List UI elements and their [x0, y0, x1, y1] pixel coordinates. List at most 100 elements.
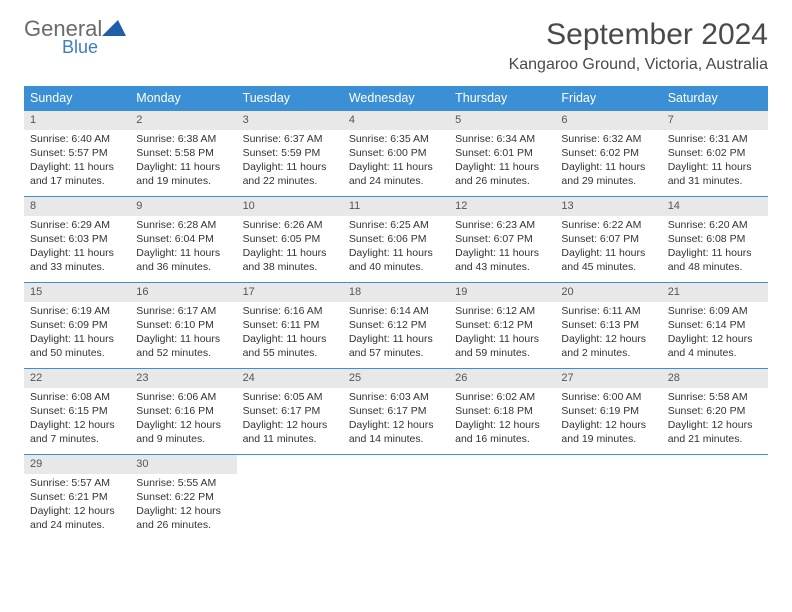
logo-text: General Blue — [24, 18, 126, 56]
weekday-header: Tuesday — [237, 86, 343, 111]
day-cell: 3Sunrise: 6:37 AMSunset: 5:59 PMDaylight… — [237, 111, 343, 197]
day-number: 9 — [130, 197, 236, 216]
day-number: 24 — [237, 369, 343, 388]
day-number: 25 — [343, 369, 449, 388]
empty-cell — [555, 455, 661, 541]
day-cell: 15Sunrise: 6:19 AMSunset: 6:09 PMDayligh… — [24, 283, 130, 369]
empty-cell — [449, 455, 555, 541]
day-details: Sunrise: 6:20 AMSunset: 6:08 PMDaylight:… — [662, 216, 768, 279]
calendar-body: 1Sunrise: 6:40 AMSunset: 5:57 PMDaylight… — [24, 111, 768, 541]
day-cell: 2Sunrise: 6:38 AMSunset: 5:58 PMDaylight… — [130, 111, 236, 197]
day-details: Sunrise: 5:55 AMSunset: 6:22 PMDaylight:… — [130, 474, 236, 537]
day-cell: 25Sunrise: 6:03 AMSunset: 6:17 PMDayligh… — [343, 369, 449, 455]
weekday-header: Sunday — [24, 86, 130, 111]
day-cell: 16Sunrise: 6:17 AMSunset: 6:10 PMDayligh… — [130, 283, 236, 369]
day-details: Sunrise: 6:34 AMSunset: 6:01 PMDaylight:… — [449, 130, 555, 193]
day-details: Sunrise: 6:00 AMSunset: 6:19 PMDaylight:… — [555, 388, 661, 451]
day-details: Sunrise: 6:37 AMSunset: 5:59 PMDaylight:… — [237, 130, 343, 193]
day-details: Sunrise: 6:06 AMSunset: 6:16 PMDaylight:… — [130, 388, 236, 451]
day-details: Sunrise: 6:38 AMSunset: 5:58 PMDaylight:… — [130, 130, 236, 193]
logo-triangle-icon — [102, 20, 126, 36]
day-details: Sunrise: 6:17 AMSunset: 6:10 PMDaylight:… — [130, 302, 236, 365]
day-cell: 24Sunrise: 6:05 AMSunset: 6:17 PMDayligh… — [237, 369, 343, 455]
day-cell: 29Sunrise: 5:57 AMSunset: 6:21 PMDayligh… — [24, 455, 130, 541]
day-details: Sunrise: 6:29 AMSunset: 6:03 PMDaylight:… — [24, 216, 130, 279]
day-details: Sunrise: 6:09 AMSunset: 6:14 PMDaylight:… — [662, 302, 768, 365]
day-number: 30 — [130, 455, 236, 474]
day-cell: 1Sunrise: 6:40 AMSunset: 5:57 PMDaylight… — [24, 111, 130, 197]
calendar-table: Sunday Monday Tuesday Wednesday Thursday… — [24, 86, 768, 541]
day-cell: 11Sunrise: 6:25 AMSunset: 6:06 PMDayligh… — [343, 197, 449, 283]
weekday-header: Saturday — [662, 86, 768, 111]
weekday-header: Wednesday — [343, 86, 449, 111]
day-details: Sunrise: 6:03 AMSunset: 6:17 PMDaylight:… — [343, 388, 449, 451]
day-cell: 12Sunrise: 6:23 AMSunset: 6:07 PMDayligh… — [449, 197, 555, 283]
logo: General Blue — [24, 18, 126, 56]
day-number: 8 — [24, 197, 130, 216]
day-number: 29 — [24, 455, 130, 474]
day-cell: 14Sunrise: 6:20 AMSunset: 6:08 PMDayligh… — [662, 197, 768, 283]
day-number: 4 — [343, 111, 449, 130]
page-title: September 2024 — [509, 18, 768, 52]
day-number: 19 — [449, 283, 555, 302]
day-cell: 10Sunrise: 6:26 AMSunset: 6:05 PMDayligh… — [237, 197, 343, 283]
day-details: Sunrise: 6:08 AMSunset: 6:15 PMDaylight:… — [24, 388, 130, 451]
day-details: Sunrise: 6:40 AMSunset: 5:57 PMDaylight:… — [24, 130, 130, 193]
day-number: 16 — [130, 283, 236, 302]
empty-cell — [662, 455, 768, 541]
day-number: 5 — [449, 111, 555, 130]
day-number: 12 — [449, 197, 555, 216]
day-number: 28 — [662, 369, 768, 388]
day-details: Sunrise: 6:32 AMSunset: 6:02 PMDaylight:… — [555, 130, 661, 193]
day-number: 15 — [24, 283, 130, 302]
day-cell: 28Sunrise: 5:58 AMSunset: 6:20 PMDayligh… — [662, 369, 768, 455]
weekday-header: Friday — [555, 86, 661, 111]
day-details: Sunrise: 6:31 AMSunset: 6:02 PMDaylight:… — [662, 130, 768, 193]
calendar-week-row: 1Sunrise: 6:40 AMSunset: 5:57 PMDaylight… — [24, 111, 768, 197]
day-cell: 27Sunrise: 6:00 AMSunset: 6:19 PMDayligh… — [555, 369, 661, 455]
day-cell: 18Sunrise: 6:14 AMSunset: 6:12 PMDayligh… — [343, 283, 449, 369]
location: Kangaroo Ground, Victoria, Australia — [509, 56, 768, 74]
day-number: 14 — [662, 197, 768, 216]
day-number: 7 — [662, 111, 768, 130]
day-number: 11 — [343, 197, 449, 216]
day-number: 13 — [555, 197, 661, 216]
day-cell: 5Sunrise: 6:34 AMSunset: 6:01 PMDaylight… — [449, 111, 555, 197]
day-number: 21 — [662, 283, 768, 302]
day-details: Sunrise: 6:26 AMSunset: 6:05 PMDaylight:… — [237, 216, 343, 279]
day-cell: 13Sunrise: 6:22 AMSunset: 6:07 PMDayligh… — [555, 197, 661, 283]
day-number: 26 — [449, 369, 555, 388]
day-cell: 19Sunrise: 6:12 AMSunset: 6:12 PMDayligh… — [449, 283, 555, 369]
day-details: Sunrise: 6:11 AMSunset: 6:13 PMDaylight:… — [555, 302, 661, 365]
day-details: Sunrise: 6:12 AMSunset: 6:12 PMDaylight:… — [449, 302, 555, 365]
day-number: 17 — [237, 283, 343, 302]
day-number: 10 — [237, 197, 343, 216]
calendar-week-row: 29Sunrise: 5:57 AMSunset: 6:21 PMDayligh… — [24, 455, 768, 541]
day-details: Sunrise: 6:19 AMSunset: 6:09 PMDaylight:… — [24, 302, 130, 365]
day-number: 6 — [555, 111, 661, 130]
day-number: 20 — [555, 283, 661, 302]
day-cell: 22Sunrise: 6:08 AMSunset: 6:15 PMDayligh… — [24, 369, 130, 455]
day-cell: 23Sunrise: 6:06 AMSunset: 6:16 PMDayligh… — [130, 369, 236, 455]
day-number: 1 — [24, 111, 130, 130]
day-details: Sunrise: 5:57 AMSunset: 6:21 PMDaylight:… — [24, 474, 130, 537]
empty-cell — [237, 455, 343, 541]
day-details: Sunrise: 6:28 AMSunset: 6:04 PMDaylight:… — [130, 216, 236, 279]
day-cell: 26Sunrise: 6:02 AMSunset: 6:18 PMDayligh… — [449, 369, 555, 455]
weekday-header: Thursday — [449, 86, 555, 111]
header: General Blue September 2024 Kangaroo Gro… — [24, 18, 768, 74]
weekday-header: Monday — [130, 86, 236, 111]
calendar-week-row: 15Sunrise: 6:19 AMSunset: 6:09 PMDayligh… — [24, 283, 768, 369]
calendar-week-row: 8Sunrise: 6:29 AMSunset: 6:03 PMDaylight… — [24, 197, 768, 283]
day-cell: 17Sunrise: 6:16 AMSunset: 6:11 PMDayligh… — [237, 283, 343, 369]
day-cell: 21Sunrise: 6:09 AMSunset: 6:14 PMDayligh… — [662, 283, 768, 369]
day-cell: 7Sunrise: 6:31 AMSunset: 6:02 PMDaylight… — [662, 111, 768, 197]
day-details: Sunrise: 6:23 AMSunset: 6:07 PMDaylight:… — [449, 216, 555, 279]
day-cell: 30Sunrise: 5:55 AMSunset: 6:22 PMDayligh… — [130, 455, 236, 541]
day-details: Sunrise: 5:58 AMSunset: 6:20 PMDaylight:… — [662, 388, 768, 451]
day-cell: 9Sunrise: 6:28 AMSunset: 6:04 PMDaylight… — [130, 197, 236, 283]
day-number: 23 — [130, 369, 236, 388]
day-details: Sunrise: 6:05 AMSunset: 6:17 PMDaylight:… — [237, 388, 343, 451]
day-cell: 6Sunrise: 6:32 AMSunset: 6:02 PMDaylight… — [555, 111, 661, 197]
title-block: September 2024 Kangaroo Ground, Victoria… — [509, 18, 768, 74]
